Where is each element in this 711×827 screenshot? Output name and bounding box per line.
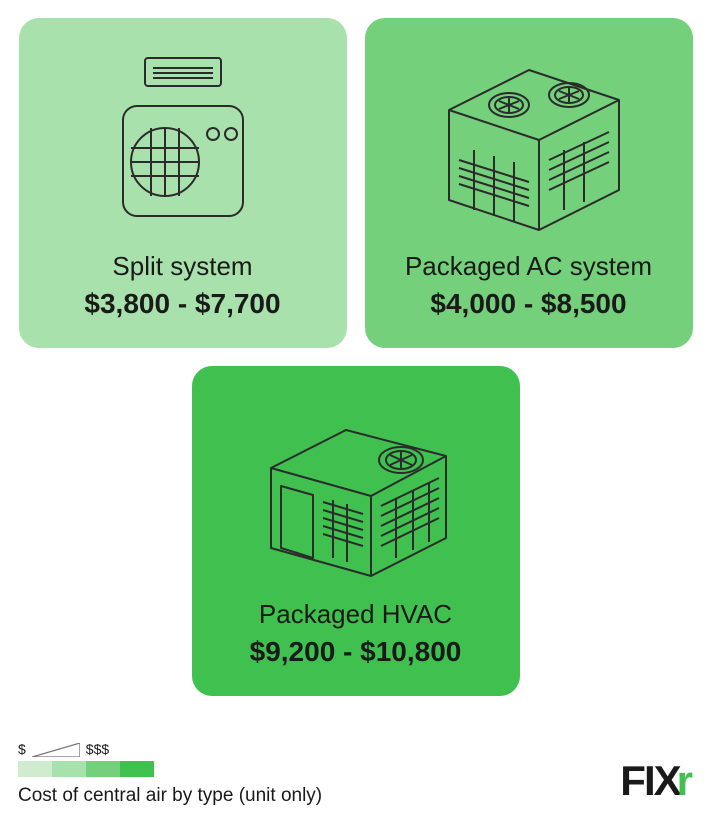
legend-swatches [18, 761, 322, 777]
legend-low-symbol: $ [18, 741, 26, 757]
split-system-icon [29, 38, 337, 251]
card-packaged-hvac: Packaged HVAC $9,200 - $10,800 [192, 366, 520, 696]
packaged-hvac-icon [202, 386, 510, 599]
card-price: $4,000 - $8,500 [430, 288, 626, 320]
legend-scale-row: $ $$$ [18, 741, 322, 757]
brand-text: FIX [620, 757, 679, 805]
legend-swatch [18, 761, 52, 777]
top-row: Split system $3,800 - $7,700 [18, 18, 693, 348]
bottom-row: Packaged HVAC $9,200 - $10,800 [18, 366, 693, 696]
legend-caption: Cost of central air by type (unit only) [18, 785, 322, 807]
card-price: $3,800 - $7,700 [84, 288, 280, 320]
legend-swatch [120, 761, 154, 777]
card-title: Split system [112, 251, 252, 282]
card-split-system: Split system $3,800 - $7,700 [19, 18, 347, 348]
brand-logo: FIXr [620, 757, 691, 805]
legend-swatch [86, 761, 120, 777]
card-title: Packaged AC system [405, 251, 652, 282]
legend-wedge-icon [32, 743, 80, 757]
packaged-ac-icon [375, 38, 683, 251]
legend: $ $$$ Cost of central air by type (unit … [18, 741, 322, 807]
legend-high-symbol: $$$ [86, 741, 109, 757]
card-price: $9,200 - $10,800 [250, 636, 462, 668]
card-packaged-ac: Packaged AC system $4,000 - $8,500 [365, 18, 693, 348]
card-title: Packaged HVAC [259, 599, 452, 630]
brand-accent: r [677, 757, 691, 805]
legend-swatch [52, 761, 86, 777]
